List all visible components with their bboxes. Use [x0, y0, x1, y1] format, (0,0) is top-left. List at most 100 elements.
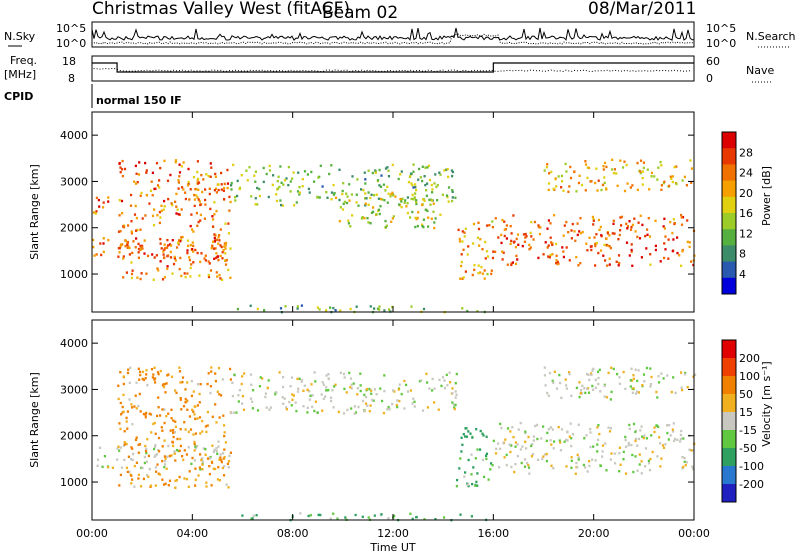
velocity-cell: [119, 371, 122, 374]
power-cell: [557, 175, 560, 178]
power-cell: [680, 213, 683, 217]
power-cell: [472, 222, 476, 226]
velocity-cell: [383, 389, 386, 393]
power-cell: [212, 240, 215, 243]
power-cell: [155, 162, 159, 165]
velocity-cell: [369, 404, 372, 407]
velocity-colorbar-tick: 50: [739, 388, 753, 401]
power-cell: [381, 198, 384, 201]
velocity-cell: [157, 396, 160, 399]
velocity-cell: [592, 367, 595, 371]
velocity-cell: [188, 415, 192, 418]
velocity-cell: [467, 458, 470, 462]
power-cell: [454, 196, 457, 199]
power-cell: [417, 178, 420, 181]
velocity-cell: [462, 433, 465, 436]
power-cell: [553, 214, 556, 217]
velocity-cell: [311, 394, 314, 397]
velocity-cell: [191, 408, 194, 411]
velocity-cell: [395, 403, 398, 407]
power-cell: [530, 235, 533, 238]
power-cell: [646, 228, 649, 231]
velocity-cell: [166, 374, 169, 377]
velocity-cell: [161, 445, 164, 448]
power-cell: [330, 198, 333, 201]
velocity-cell: [119, 446, 122, 449]
velocity-cell: [330, 396, 333, 399]
velocity-cell: [392, 389, 395, 392]
velocity-cell: [154, 484, 157, 487]
velocity-cell: [206, 382, 209, 386]
power-cell: [548, 172, 551, 175]
velocity-cell: [470, 473, 473, 476]
power-cell: [626, 182, 629, 185]
velocity-cell: [163, 421, 166, 425]
power-cell: [192, 244, 195, 248]
power-cell: [214, 256, 218, 260]
velocity-cell: [453, 407, 456, 411]
power-cell: [654, 219, 657, 222]
power-cell: [367, 221, 370, 224]
velocity-cell: [373, 514, 376, 517]
power-cell: [602, 254, 605, 257]
velocity-cell: [142, 477, 145, 481]
power-cell: [276, 187, 280, 190]
power-cell: [461, 240, 464, 243]
power-cell: [542, 253, 545, 256]
velocity-cell: [356, 393, 359, 396]
velocity-cell: [139, 410, 142, 413]
velocity-cell: [213, 448, 216, 452]
velocity-cell: [181, 455, 184, 458]
velocity-cell: [350, 407, 353, 410]
power-cell: [386, 201, 389, 204]
power-cell: [516, 258, 519, 261]
velocity-cell: [321, 409, 324, 412]
power-cell: [650, 175, 653, 178]
velocity-cell: [420, 379, 423, 382]
velocity-cell: [331, 389, 334, 392]
velocity-cell: [269, 406, 273, 409]
power-cell: [446, 195, 449, 199]
power-colorbar-tick: 12: [739, 227, 753, 240]
power-cell: [227, 232, 230, 235]
velocity-cell: [140, 485, 143, 488]
power-cell: [462, 276, 465, 279]
velocity-cell: [428, 387, 431, 390]
power-cell: [334, 196, 338, 199]
velocity-cell: [381, 399, 384, 403]
velocity-ytick-label: 2000: [60, 430, 88, 443]
power-cell: [688, 245, 691, 249]
velocity-cell: [413, 400, 416, 403]
power-cell: [197, 198, 200, 201]
velocity-cell: [485, 457, 488, 461]
power-cell: [228, 195, 231, 199]
power-cell: [649, 263, 652, 266]
power-cell: [406, 202, 409, 205]
velocity-cell: [481, 432, 484, 435]
power-cell: [430, 183, 433, 187]
power-cell: [230, 181, 233, 185]
power-cell: [127, 224, 130, 227]
velocity-cell: [206, 457, 210, 460]
velocity-cell: [296, 390, 300, 393]
power-cell: [598, 228, 601, 232]
power-cell: [675, 165, 678, 168]
velocity-cell: [223, 448, 226, 451]
velocity-cell: [454, 403, 457, 407]
power-cell: [669, 220, 672, 224]
velocity-cell: [211, 444, 214, 447]
velocity-cell: [622, 458, 625, 461]
velocity-cell: [632, 422, 636, 426]
power-cell: [215, 191, 218, 194]
power-cell: [164, 247, 167, 250]
velocity-cell: [552, 467, 555, 470]
velocity-cell: [198, 392, 201, 396]
velocity-cell: [252, 389, 255, 392]
power-cell: [140, 245, 143, 249]
power-cell: [428, 178, 432, 182]
power-cell: [384, 189, 387, 192]
velocity-cell: [585, 434, 588, 437]
xtick-label: 20:00: [578, 527, 610, 540]
power-cell: [188, 198, 191, 201]
velocity-cell: [145, 451, 148, 455]
